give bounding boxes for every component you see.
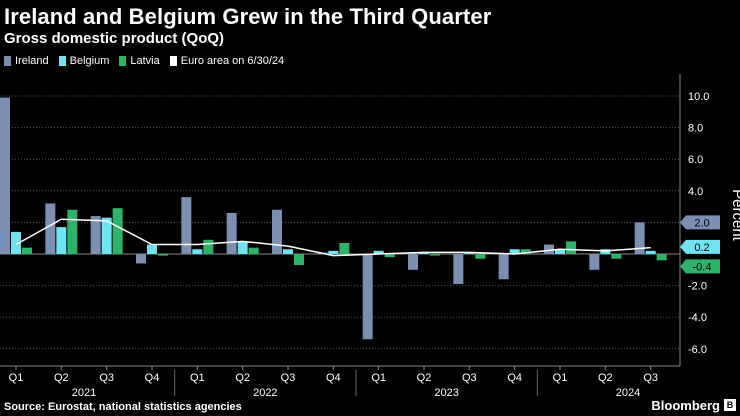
bar-ireland-10 <box>453 254 464 285</box>
bar-ireland-14 <box>634 222 645 254</box>
legend-swatch-latvia <box>119 56 127 66</box>
bar-latvia-0 <box>22 247 32 254</box>
end-label-0: 2.0 <box>694 217 709 229</box>
bar-belgium-8 <box>373 250 384 254</box>
bar-latvia-8 <box>384 254 395 258</box>
bar-latvia-9 <box>430 254 440 256</box>
x-tick-label-13: Q2 <box>598 372 613 384</box>
bar-ireland-4 <box>181 197 192 254</box>
legend-item-latvia: Latvia <box>119 55 160 67</box>
bar-belgium-10 <box>464 252 475 254</box>
y-axis-label: Percent <box>729 189 740 242</box>
legend-label-belgium: Belgium <box>69 55 110 67</box>
year-label-1: 2022 <box>253 387 277 399</box>
bar-ireland-12 <box>544 244 554 254</box>
bar-ireland-9 <box>408 254 418 270</box>
end-label-box-1 <box>680 239 720 254</box>
x-tick-label-12: Q1 <box>553 372 568 384</box>
end-label-2: -0.4 <box>693 261 712 273</box>
bar-latvia-7 <box>339 242 350 254</box>
bar-ireland-2 <box>90 216 101 254</box>
bar-ireland-8 <box>362 254 373 340</box>
y-tick-label-3: 4.0 <box>688 186 703 198</box>
x-tick-label-7: Q4 <box>326 372 341 384</box>
x-tick-label-11: Q4 <box>507 372 522 384</box>
x-tick-label-9: Q2 <box>417 372 432 384</box>
x-tick-label-6: Q3 <box>281 372 296 384</box>
bar-belgium-14 <box>645 250 656 254</box>
end-label-box-2 <box>680 259 720 274</box>
legend-swatch-ireland <box>4 56 11 66</box>
bar-latvia-3 <box>158 254 168 256</box>
bloomberg-logo-icon: B <box>724 399 736 411</box>
legend-label-latvia: Latvia <box>130 55 160 67</box>
legend-swatch-belgium <box>58 56 66 66</box>
euro-area-line <box>15 218 651 257</box>
bar-latvia-10 <box>475 254 486 259</box>
bar-belgium-2 <box>101 217 112 254</box>
legend-label-ireland: Ireland <box>15 55 49 67</box>
x-tick-label-2: Q3 <box>99 372 114 384</box>
x-tick-label-0: Q1 <box>9 372 24 384</box>
y-tick-label-6: -4.0 <box>688 312 707 324</box>
bar-belgium-6 <box>283 249 293 254</box>
x-tick-label-4: Q1 <box>190 372 205 384</box>
year-label-3: 2024 <box>616 387 640 399</box>
bar-ireland-5 <box>226 212 237 254</box>
bar-belgium-4 <box>192 249 203 254</box>
source-note: Source: Eurostat, national statistics ag… <box>4 401 242 413</box>
legend-item-belgium: Belgium <box>58 55 110 67</box>
legend-swatch-euro-area <box>169 56 177 66</box>
bar-ireland-11 <box>498 254 509 280</box>
y-tick-label-1: 8.0 <box>688 123 703 135</box>
y-tick-label-2: 6.0 <box>688 154 703 166</box>
bar-latvia-1 <box>67 209 78 254</box>
x-tick-label-3: Q4 <box>145 372 160 384</box>
y-tick-label-5: -2.0 <box>688 281 707 293</box>
year-label-0: 2021 <box>72 387 96 399</box>
bar-belgium-5 <box>237 241 248 254</box>
bar-belgium-3 <box>147 244 157 254</box>
bar-belgium-7 <box>328 250 339 254</box>
bar-ireland-3 <box>136 254 146 264</box>
bar-belgium-12 <box>555 249 565 254</box>
legend-item-ireland: Ireland <box>4 55 49 67</box>
bar-ireland-13 <box>589 254 600 270</box>
x-tick-label-1: Q2 <box>54 372 69 384</box>
y-tick-label-7: -6.0 <box>688 344 707 356</box>
bar-latvia-2 <box>112 208 123 254</box>
bar-latvia-12 <box>566 241 576 254</box>
x-tick-label-8: Q1 <box>371 372 386 384</box>
legend-label-euro-area: Euro area on 6/30/24 <box>180 55 285 67</box>
end-label-box-0 <box>680 215 720 230</box>
bar-ireland-6 <box>272 209 282 254</box>
bar-belgium-9 <box>419 252 429 254</box>
bar-belgium-11 <box>509 249 520 254</box>
legend-item-euro-area: Euro area on 6/30/24 <box>169 55 285 67</box>
bar-belgium-0 <box>11 231 21 254</box>
bar-latvia-11 <box>520 249 531 254</box>
bar-ireland-0 <box>0 97 10 254</box>
year-label-2: 2023 <box>434 387 458 399</box>
y-tick-label-0: 10.0 <box>688 91 709 103</box>
chart-title: Ireland and Belgium Grew in the Third Qu… <box>4 4 492 29</box>
bar-latvia-4 <box>203 239 214 254</box>
bar-latvia-13 <box>611 254 622 259</box>
bar-belgium-13 <box>600 249 611 254</box>
x-tick-label-5: Q2 <box>235 372 250 384</box>
end-label-1: 0.2 <box>694 242 709 254</box>
bar-belgium-1 <box>56 227 67 254</box>
legend: Ireland Belgium Latvia Euro area on 6/30… <box>4 55 284 67</box>
bar-latvia-6 <box>294 254 304 266</box>
x-tick-label-14: Q3 <box>643 372 658 384</box>
bar-latvia-5 <box>248 247 259 254</box>
brand-name: Bloomberg <box>651 398 720 413</box>
chart-subtitle: Gross domestic product (QoQ) <box>4 30 225 47</box>
bar-ireland-1 <box>45 203 56 254</box>
x-tick-label-10: Q3 <box>462 372 477 384</box>
bar-latvia-14 <box>656 254 667 261</box>
